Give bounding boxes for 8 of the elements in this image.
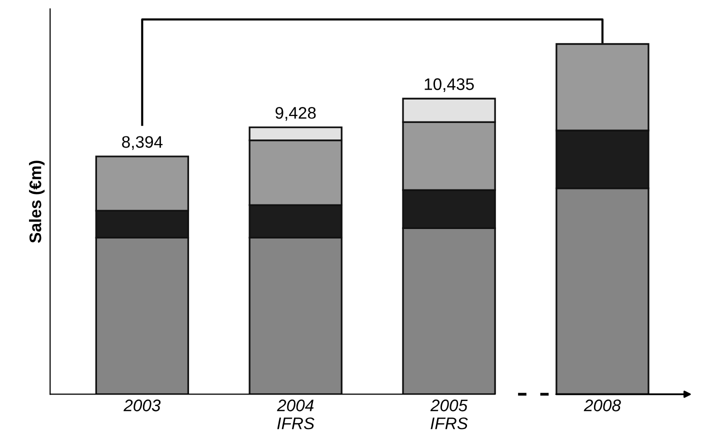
x-tick-label: 2003 [124, 400, 161, 412]
x-tick-label: 2005 IFRS [430, 400, 468, 430]
y-axis-title: Sales (€m) [29, 160, 45, 243]
annotation: 8,394 [122, 136, 163, 150]
x-tick-label: 2008 [584, 400, 621, 412]
annotation: 9,428 [276, 106, 316, 121]
annotation: 10,435 [424, 78, 474, 92]
x-tick-label: 2004 IFRS [276, 400, 314, 430]
